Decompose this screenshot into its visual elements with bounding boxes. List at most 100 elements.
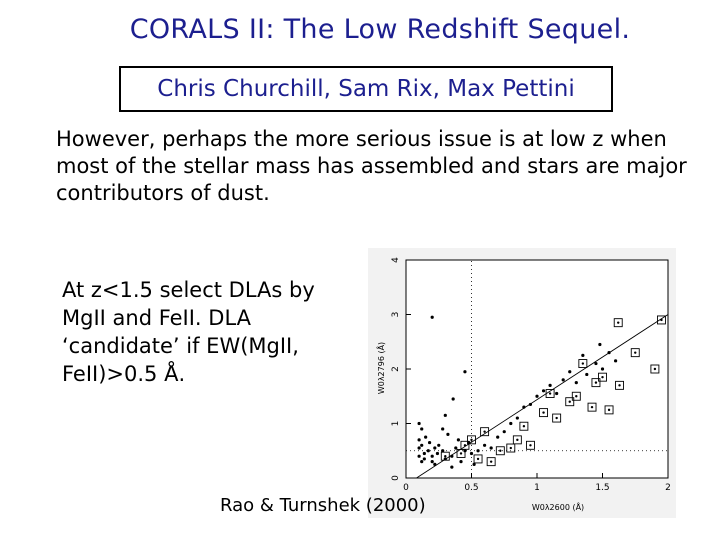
scatter-plot: 0 0.5 1 1.5 2 0 1 2 3 4 W0λ2600 (Å) W0λ2796 (Å) <box>368 248 676 518</box>
boxed-point-dot <box>590 405 594 409</box>
data-point <box>446 432 450 436</box>
data-point <box>426 449 430 453</box>
boxed-point <box>657 315 666 325</box>
boxed-point-dot <box>607 408 611 412</box>
data-point <box>535 394 539 398</box>
boxed-point <box>613 318 623 328</box>
boxed-point <box>578 359 588 369</box>
boxed-point <box>495 446 505 456</box>
data-point <box>420 460 424 464</box>
boxed-point-dot <box>516 438 519 442</box>
data-point <box>548 383 552 387</box>
y-tick-label: 0 <box>391 475 401 481</box>
data-point <box>581 353 585 357</box>
boxed-point-dot <box>581 362 585 365</box>
data-point <box>435 451 440 456</box>
boxed-point-dot <box>542 411 545 414</box>
data-point <box>541 389 546 393</box>
boxed-point-dot <box>470 438 473 442</box>
boxed-point <box>539 408 549 418</box>
boxed-point <box>587 402 597 412</box>
points-layer <box>417 315 666 469</box>
data-point <box>441 449 445 453</box>
data-point <box>456 438 460 442</box>
boxed-point-dot <box>653 367 657 371</box>
data-point <box>489 446 493 450</box>
y-tick-label: 3 <box>391 312 401 318</box>
boxed-point <box>615 380 624 390</box>
boxed-point <box>525 440 535 450</box>
data-point <box>422 451 426 456</box>
data-point <box>417 446 421 450</box>
plot-frame <box>405 259 669 479</box>
y-tick-label: 4 <box>391 257 401 263</box>
data-point <box>430 460 434 464</box>
data-point <box>430 315 434 319</box>
data-point <box>515 416 519 420</box>
data-point <box>443 413 447 417</box>
x-axis-label: W0λ2600 (Å) <box>532 501 584 512</box>
boxed-point <box>604 405 614 415</box>
boxed-point-dot <box>476 457 480 461</box>
boxed-point <box>591 378 601 388</box>
data-point <box>463 370 467 374</box>
boxed-point-dot <box>548 392 552 395</box>
data-point <box>437 443 441 447</box>
data-point <box>450 465 454 469</box>
boxed-point-dot <box>483 430 486 433</box>
x-tick-label: 0 <box>403 483 409 493</box>
data-point <box>420 443 424 447</box>
x-tick-label: 1 <box>534 483 540 493</box>
data-point <box>476 449 480 453</box>
boxed-point <box>512 435 522 445</box>
data-point <box>555 391 559 396</box>
data-point <box>441 427 445 431</box>
boxed-point <box>519 421 529 431</box>
boxed-point-dot <box>634 351 637 354</box>
data-point <box>450 454 454 458</box>
boxed-point <box>467 435 476 445</box>
data-point <box>443 457 447 461</box>
boxed-point <box>440 451 450 461</box>
data-point <box>472 462 476 466</box>
data-point <box>417 438 421 442</box>
authors-box: Chris Churchill, Sam Rix, Max Pettini <box>119 66 613 112</box>
boxed-point-dot <box>529 444 532 447</box>
boxed-point <box>545 389 555 398</box>
data-point <box>459 460 463 464</box>
boxed-point-dot <box>509 446 512 450</box>
boxed-point <box>486 457 496 467</box>
data-point <box>417 454 421 458</box>
x-tick-label: 2 <box>665 483 671 493</box>
boxed-point <box>473 454 483 464</box>
data-point <box>574 381 578 385</box>
data-point <box>427 440 432 445</box>
boxed-point-dot <box>463 444 467 447</box>
boxed-point <box>630 348 640 358</box>
boxed-point-dot <box>499 449 502 452</box>
fit-line <box>416 314 669 479</box>
data-point <box>417 421 421 426</box>
data-point <box>568 370 572 374</box>
boxed-point-dot <box>444 455 447 458</box>
data-point <box>522 405 526 409</box>
tick-layer: 0 0.5 1 1.5 2 0 1 2 3 4 <box>391 257 671 493</box>
data-point <box>509 421 513 426</box>
data-point <box>600 367 605 371</box>
data-point <box>598 342 602 347</box>
boxed-point-dot <box>660 318 663 322</box>
boxed-point-dot <box>618 384 621 387</box>
data-point <box>422 457 426 461</box>
x-tick-label: 1.5 <box>595 483 609 493</box>
data-point <box>483 443 487 447</box>
citation: Rao & Turnshek (2000) <box>220 495 426 516</box>
boxed-point <box>565 397 575 407</box>
body-paragraph: However, perhaps the more serious issue … <box>56 127 687 205</box>
data-point <box>420 427 424 431</box>
boxed-point <box>456 449 466 458</box>
boxed-point-dot <box>522 425 526 428</box>
boxed-point-dot <box>575 395 578 398</box>
y-axis-label: W0λ2796 (Å) <box>375 342 386 394</box>
data-point <box>451 397 455 401</box>
boxed-point <box>571 391 581 401</box>
